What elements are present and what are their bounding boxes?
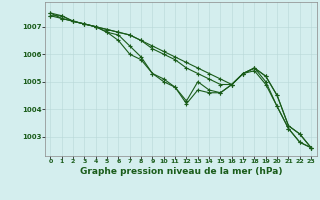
X-axis label: Graphe pression niveau de la mer (hPa): Graphe pression niveau de la mer (hPa) <box>80 167 282 176</box>
